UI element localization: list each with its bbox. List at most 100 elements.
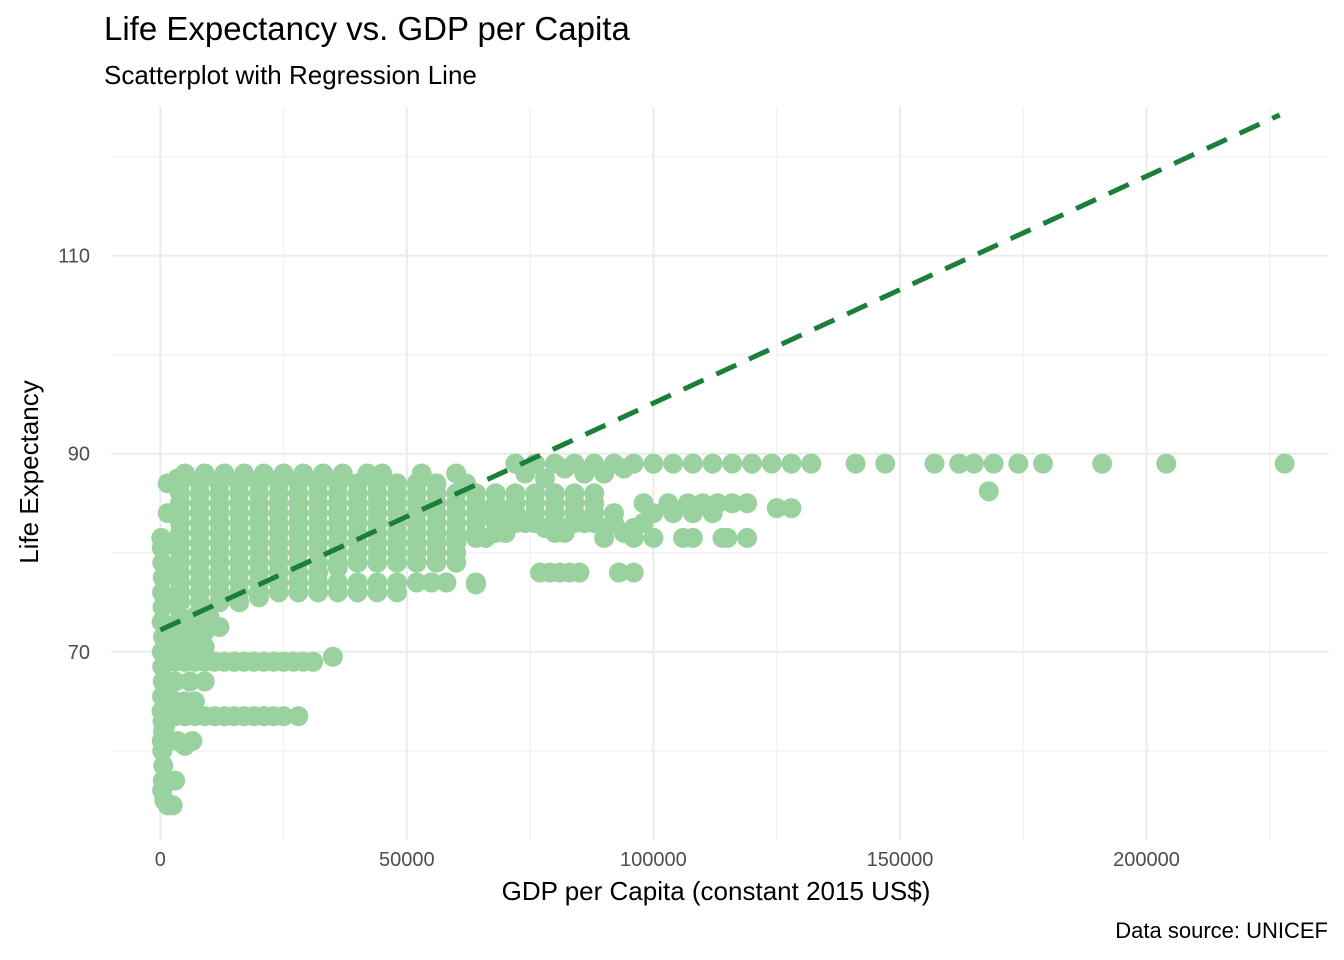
data-point xyxy=(643,527,664,548)
data-point xyxy=(643,453,664,474)
data-point xyxy=(682,503,703,524)
data-point xyxy=(446,527,467,548)
data-point xyxy=(564,483,585,504)
chart-title: Life Expectancy vs. GDP per Capita xyxy=(104,10,630,47)
data-point xyxy=(475,503,496,524)
data-point xyxy=(781,498,802,519)
data-point xyxy=(1008,453,1029,474)
data-point xyxy=(495,522,516,543)
data-point xyxy=(608,562,629,583)
data-point xyxy=(357,463,378,484)
chart-caption: Data source: UNICEF xyxy=(1115,918,1328,943)
data-point xyxy=(515,463,536,484)
chart-subtitle: Scatterplot with Regression Line xyxy=(104,60,477,90)
data-point xyxy=(273,463,294,484)
x-axis-ticks: 0 50000 100000 150000 200000 xyxy=(155,849,1180,871)
x-tick-label: 50000 xyxy=(379,849,435,871)
data-point xyxy=(162,795,183,816)
data-point xyxy=(446,463,467,484)
data-point xyxy=(663,453,684,474)
data-point xyxy=(151,537,172,558)
data-point xyxy=(184,691,205,712)
data-point xyxy=(963,453,984,474)
data-point xyxy=(372,463,393,484)
data-point xyxy=(554,458,575,479)
y-axis-title: Life Expectancy xyxy=(14,380,44,564)
data-point xyxy=(534,468,555,489)
data-point xyxy=(327,572,348,593)
data-point xyxy=(717,527,738,548)
data-point xyxy=(924,453,945,474)
data-point xyxy=(436,572,457,593)
data-point xyxy=(182,730,203,751)
data-point xyxy=(505,483,526,504)
data-point xyxy=(179,671,200,692)
data-point xyxy=(485,483,506,504)
data-point xyxy=(722,493,743,514)
data-point xyxy=(515,513,536,534)
data-point xyxy=(682,527,703,548)
data-point xyxy=(475,527,496,548)
data-point xyxy=(322,646,343,667)
data-point xyxy=(594,463,615,484)
data-point xyxy=(165,770,186,791)
data-point xyxy=(194,671,215,692)
data-point xyxy=(253,463,274,484)
data-point xyxy=(234,463,255,484)
data-point xyxy=(1092,453,1113,474)
y-axis-ticks: 70 90 110 xyxy=(58,246,90,664)
x-tick-label: 0 xyxy=(155,849,166,871)
x-tick-label: 200000 xyxy=(1113,849,1180,871)
x-axis-title: GDP per Capita (constant 2015 US$) xyxy=(502,876,931,906)
data-point xyxy=(174,463,195,484)
data-point xyxy=(554,517,575,538)
x-tick-label: 100000 xyxy=(620,849,687,871)
data-point xyxy=(411,463,432,484)
data-point xyxy=(1274,453,1295,474)
data-point xyxy=(623,517,644,538)
data-point xyxy=(801,453,822,474)
data-point xyxy=(1156,453,1177,474)
data-point xyxy=(702,453,723,474)
data-point xyxy=(165,671,186,692)
regression-line xyxy=(159,112,1281,633)
data-point xyxy=(273,706,294,727)
data-point xyxy=(761,453,782,474)
scatter-points xyxy=(151,453,1295,816)
data-point xyxy=(766,498,787,519)
data-point xyxy=(1032,453,1053,474)
data-point xyxy=(949,453,970,474)
y-tick-label: 90 xyxy=(68,444,90,466)
data-point xyxy=(781,453,802,474)
data-point xyxy=(737,493,758,514)
data-point xyxy=(742,453,763,474)
x-tick-label: 150000 xyxy=(867,849,934,871)
data-point xyxy=(288,706,309,727)
data-point xyxy=(584,513,605,534)
data-point xyxy=(347,572,368,593)
data-point xyxy=(845,453,866,474)
regression-line-group xyxy=(159,112,1281,633)
data-point xyxy=(293,463,314,484)
data-point xyxy=(303,651,324,672)
data-point xyxy=(194,463,215,484)
data-point xyxy=(525,483,546,504)
y-tick-label: 70 xyxy=(68,642,90,664)
data-point xyxy=(737,527,758,548)
data-point xyxy=(584,483,605,504)
data-point xyxy=(569,562,590,583)
data-point xyxy=(544,483,565,504)
data-point xyxy=(406,572,427,593)
data-point xyxy=(663,503,684,524)
data-point xyxy=(603,513,624,534)
data-point xyxy=(978,481,999,502)
data-point xyxy=(367,572,388,593)
data-point xyxy=(722,453,743,474)
data-point xyxy=(613,458,634,479)
data-point xyxy=(682,453,703,474)
data-point xyxy=(426,473,447,494)
data-point xyxy=(495,503,516,524)
data-point xyxy=(332,463,353,484)
data-point xyxy=(387,572,408,593)
data-point xyxy=(702,503,723,524)
